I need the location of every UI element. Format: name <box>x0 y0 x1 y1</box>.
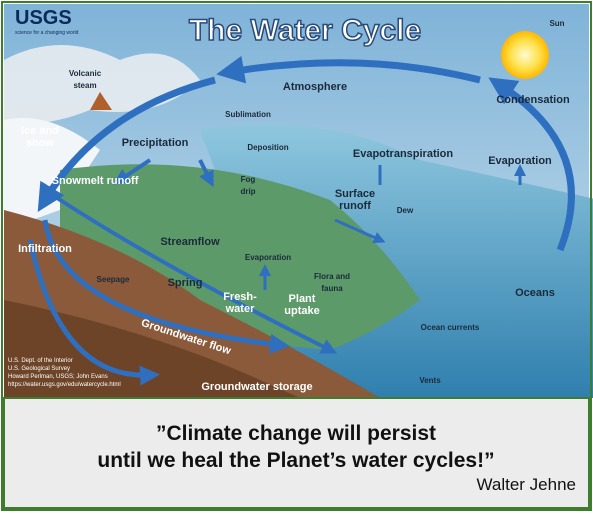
diagram-label: Streamflow <box>160 236 220 248</box>
diagram-label: Flora and <box>314 272 350 281</box>
diagram-label: Fresh- <box>223 291 257 303</box>
credit-line: U.S. Geological Survey <box>8 366 70 372</box>
diagram-label: water <box>225 303 255 315</box>
diagram-label: drip <box>240 187 255 196</box>
diagram-label: Snowmelt runoff <box>52 175 139 187</box>
logo: USGS <box>15 7 72 29</box>
diagram-label: Evaporation <box>245 253 291 262</box>
diagram-label: uptake <box>284 305 319 317</box>
diagram-label: fauna <box>321 284 343 293</box>
credit-line: U.S. Dept. of the Interior <box>8 358 73 364</box>
diagram-label: runoff <box>339 200 371 212</box>
diagram-label: Sun <box>549 19 564 28</box>
diagram-label: Infiltration <box>18 243 72 255</box>
illustration: USGS science for a changing world The Wa… <box>4 4 593 398</box>
diagram-label: Deposition <box>247 143 288 152</box>
page: USGS science for a changing world The Wa… <box>0 0 593 515</box>
diagram-label: Condensation <box>496 94 570 106</box>
quote-author: Walter Jehne <box>476 475 576 494</box>
diagram-label: Ocean currents <box>421 323 480 332</box>
sun <box>501 31 549 79</box>
quote-line: ”Climate change will persist <box>156 422 436 445</box>
diagram-label: Evapotranspiration <box>353 148 454 160</box>
diagram-label: Sublimation <box>225 110 271 119</box>
diagram-label: Surface <box>335 188 375 200</box>
logo-tagline: science for a changing world <box>15 30 79 36</box>
title: The Water Cycle <box>189 14 421 47</box>
diagram-label: steam <box>73 81 96 90</box>
diagram-label: snow <box>26 137 55 149</box>
diagram-label: Ice and <box>21 125 59 137</box>
diagram-label: Volcanic <box>69 69 102 78</box>
diagram-label: Precipitation <box>122 137 189 149</box>
diagram-label: Plant <box>289 293 316 305</box>
diagram-label: Atmosphere <box>283 81 347 93</box>
credit-line: https://water.usgs.gov/edu/watercycle.ht… <box>8 382 121 388</box>
quote-line: until we heal the Planet’s water cycles!… <box>97 449 494 472</box>
diagram-label: Oceans <box>515 287 555 299</box>
page-svg: USGS science for a changing world The Wa… <box>0 0 593 515</box>
credit-line: Howard Perlman, USGS; John Evans <box>8 374 108 380</box>
diagram-label: Groundwater storage <box>201 381 312 393</box>
diagram-label: Dew <box>397 206 414 215</box>
diagram-label: Fog <box>241 175 256 184</box>
diagram-label: Vents <box>419 376 441 385</box>
diagram-label: Seepage <box>97 275 130 284</box>
diagram-label: Evaporation <box>488 155 552 167</box>
diagram-label: Spring <box>168 277 203 289</box>
